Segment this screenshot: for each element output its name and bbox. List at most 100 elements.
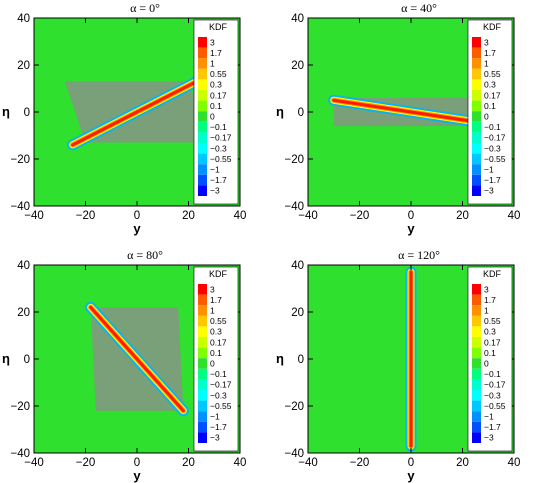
- colorbar-swatch: [472, 79, 481, 90]
- y-tick-label: 20: [291, 307, 304, 319]
- colorbar-swatch: [198, 294, 207, 306]
- x-tick-label: 40: [508, 210, 521, 222]
- colorbar-swatch: [198, 143, 207, 154]
- colorbar-swatch: [198, 368, 207, 380]
- colorbar: KDF 31.710.550.30.170.10−0.1−0.17−0.3−0.5…: [193, 19, 239, 205]
- y-tick-label: 0: [24, 107, 30, 119]
- colorbar-label: −1.7: [484, 175, 501, 185]
- x-tick-label: −40: [24, 210, 44, 222]
- colorbar-label: −0.55: [484, 401, 506, 411]
- colorbar-swatch: [472, 132, 481, 143]
- colorbar-swatch: [472, 143, 481, 154]
- y-tick-label: −40: [284, 448, 304, 460]
- colorbar-swatch: [198, 58, 207, 69]
- colorbar-swatch: [472, 284, 481, 295]
- x-tick-label: −40: [298, 457, 318, 469]
- colorbar-swatch: [198, 185, 207, 196]
- colorbar-swatch: [198, 347, 207, 359]
- colorbar-label: 0.17: [484, 90, 501, 100]
- colorbar-swatch: [472, 390, 481, 401]
- colorbar-label: 0: [484, 112, 489, 122]
- colorbar-label: 1.7: [210, 295, 222, 305]
- colorbar-label: 1: [484, 59, 489, 69]
- colorbar-swatch: [198, 358, 207, 369]
- colorbar-label: −0.17: [210, 133, 232, 143]
- colorbar-swatch: [472, 47, 481, 59]
- x-tick-label: −20: [76, 457, 96, 469]
- x-axis-label: y: [133, 468, 141, 483]
- colorbar-label: 0.3: [484, 327, 496, 337]
- band-core: [71, 77, 203, 147]
- colorbar-label: −0.3: [484, 143, 501, 153]
- y-tick-label: 0: [298, 107, 304, 119]
- colorbar-label: 1.7: [484, 295, 496, 305]
- colorbar-swatch: [198, 79, 207, 90]
- y-tick-label: −20: [284, 154, 304, 166]
- colorbar-label: 1.7: [484, 48, 496, 58]
- panel-title: α = 40°: [401, 1, 437, 15]
- colorbar-label: 0.3: [210, 327, 222, 337]
- colorbar-label: 1: [484, 306, 489, 316]
- colorbar-label: 1.7: [210, 48, 222, 58]
- colorbar-swatch: [472, 432, 481, 443]
- y-tick-label: 0: [298, 354, 304, 366]
- y-axis-label: η: [2, 104, 10, 119]
- colorbar-swatch: [198, 121, 207, 133]
- x-axis-label: y: [407, 221, 415, 236]
- colorbar-label: 3: [484, 37, 489, 47]
- colorbar-swatch: [198, 337, 207, 348]
- colorbar-swatch: [198, 284, 207, 295]
- y-axis-label: η: [276, 351, 284, 366]
- colorbar-label: −0.55: [484, 154, 506, 164]
- colorbar-swatch: [198, 47, 207, 59]
- colorbar-swatch: [198, 411, 207, 422]
- x-tick-label: 0: [134, 210, 140, 222]
- colorbar-label: 0.55: [210, 69, 227, 79]
- x-tick-label: 20: [456, 457, 469, 469]
- y-tick-label: 20: [17, 307, 30, 319]
- colorbar-label: 0.1: [210, 348, 222, 358]
- y-tick-label: 40: [291, 260, 304, 272]
- colorbar-swatch: [472, 68, 481, 80]
- colorbar-swatch: [472, 368, 481, 380]
- y-tick-label: −20: [284, 401, 304, 413]
- colorbar-swatch: [472, 421, 481, 433]
- y-tick-label: 40: [17, 13, 30, 25]
- colorbar-swatch: [472, 326, 481, 337]
- colorbar-label: −3: [484, 433, 494, 443]
- panel-title: α = 120°: [398, 248, 440, 262]
- colorbar-label: 0.17: [210, 337, 227, 347]
- colorbar-label: 0.55: [484, 69, 501, 79]
- y-tick-label: 40: [17, 260, 30, 272]
- x-tick-label: −20: [350, 210, 370, 222]
- colorbar-swatch: [198, 100, 207, 112]
- colorbar: KDF 31.710.550.30.170.10−0.1−0.17−0.3−0.5…: [467, 266, 513, 452]
- colorbar-label: 0: [484, 359, 489, 369]
- y-tick-label: −20: [10, 154, 30, 166]
- x-tick-label: 0: [134, 457, 140, 469]
- x-tick-label: 40: [508, 457, 521, 469]
- colorbar-label: −0.55: [210, 154, 232, 164]
- x-tick-label: −40: [298, 210, 318, 222]
- colorbar-label: −3: [210, 186, 220, 196]
- colorbar-swatch: [472, 358, 481, 369]
- colorbar-swatch: [198, 111, 207, 122]
- y-tick-label: −20: [10, 401, 30, 413]
- colorbar-label: −1: [210, 165, 220, 175]
- colorbar-label: −0.17: [484, 380, 506, 390]
- colorbar-swatch: [198, 379, 207, 390]
- colorbar-label: −0.17: [210, 380, 232, 390]
- colorbar-swatch: [472, 121, 481, 133]
- colorbar-label: 1: [210, 306, 215, 316]
- x-tick-label: 0: [408, 457, 414, 469]
- colorbar-swatch: [472, 347, 481, 359]
- colorbar-label: 0.1: [210, 101, 222, 111]
- colorbar-swatch: [472, 90, 481, 101]
- colorbar-label: 3: [484, 284, 489, 294]
- colorbar-label: 3: [210, 284, 215, 294]
- x-tick-label: 0: [408, 210, 414, 222]
- x-tick-label: 20: [456, 210, 469, 222]
- colorbar-title: KDF: [209, 22, 228, 32]
